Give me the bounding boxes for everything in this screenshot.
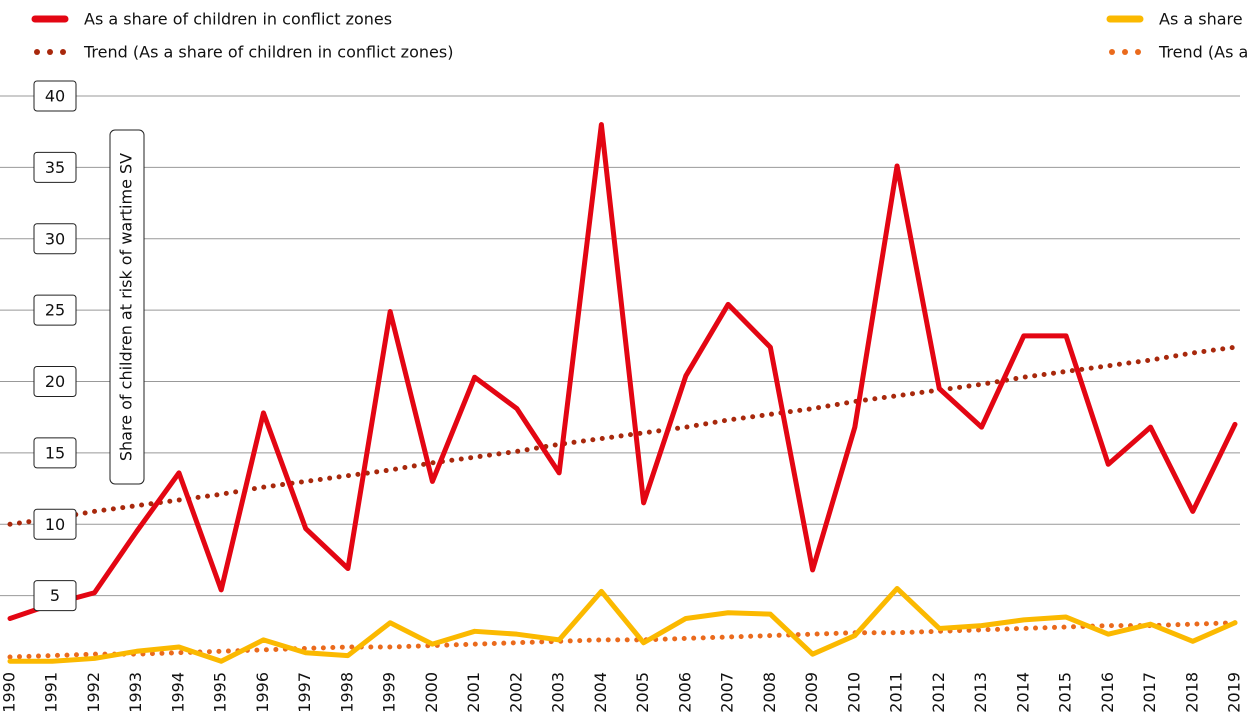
legend-swatch <box>34 49 40 55</box>
x-tick-label: 1991 <box>42 672 61 713</box>
legend-swatch <box>60 49 66 55</box>
x-tick-label: 2013 <box>971 672 990 713</box>
y-axis-title: Share of children at risk of wartime SV <box>117 153 136 461</box>
legend-label: As a share of all children in the world <box>1159 10 1247 29</box>
x-tick-label: 2009 <box>802 672 821 713</box>
x-tick-label: 2002 <box>506 672 525 713</box>
y-tick-box <box>33 437 77 469</box>
x-tick-label: 2000 <box>422 672 441 713</box>
y-tick-label: 20 <box>45 372 65 391</box>
x-tick-label: 2014 <box>1013 672 1032 713</box>
x-tick-label: 1996 <box>253 672 272 713</box>
series-line <box>7 585 1238 664</box>
series-line <box>7 344 1238 527</box>
x-tick-label: 2012 <box>929 672 948 713</box>
series-line <box>7 122 1238 621</box>
grid <box>0 95 1240 597</box>
x-tick-label: 1999 <box>380 672 399 713</box>
y-tick-label: 10 <box>45 515 65 534</box>
y-tick-box <box>33 223 77 255</box>
x-tick-label: 1997 <box>295 672 314 713</box>
x-tick-label: 2003 <box>549 672 568 713</box>
x-tick-label: 1992 <box>84 672 103 713</box>
x-tick-label: 2016 <box>1098 672 1117 713</box>
legend-swatch <box>1109 49 1115 55</box>
x-tick-label: 2006 <box>675 672 694 713</box>
legend-item: Trend (As a share of children in conflic… <box>34 43 453 62</box>
y-title-box <box>109 129 145 485</box>
x-tick-label: 2017 <box>1140 672 1159 713</box>
legend-swatch <box>1135 49 1141 55</box>
x-tick-label: 2005 <box>633 672 652 713</box>
legend-swatch <box>47 49 53 55</box>
legend-label: Trend (As a share of children in conflic… <box>83 43 453 62</box>
x-tick-label: 2011 <box>887 672 906 713</box>
x-tick-label: 2018 <box>1182 672 1201 713</box>
lines <box>7 122 1238 664</box>
x-tick-label: 2010 <box>844 672 863 713</box>
y-tick-label: 35 <box>45 158 65 177</box>
y-tick-label: 15 <box>45 443 65 462</box>
y-tick-box <box>33 580 77 612</box>
y-tick-label: 30 <box>45 229 65 248</box>
x-tick-label: 1990 <box>0 672 19 713</box>
x-tick-label: 1998 <box>337 672 356 713</box>
x-tick-label: 1993 <box>126 672 145 713</box>
legend-item: Trend (As a share of all children in the… <box>1109 43 1247 62</box>
y-tick-label: 5 <box>50 586 60 605</box>
x-tick-label: 2008 <box>760 672 779 713</box>
x-tick-label: 2019 <box>1225 672 1244 713</box>
x-tick-label: 1994 <box>168 672 187 713</box>
y-tick-box <box>33 294 77 326</box>
labels: 5 10 15 20 25 30 35 40 1990 1991 1992 1993 1994 1995 1… <box>0 80 1244 713</box>
y-tick-box <box>33 80 77 112</box>
x-tick-label: 1995 <box>211 672 230 713</box>
x-tick-label: 2004 <box>591 672 610 713</box>
y-tick-label: 40 <box>45 87 65 106</box>
legend-swatch <box>1122 49 1128 55</box>
x-tick-label: 2007 <box>718 672 737 713</box>
legend-item: As a share of all children in the world <box>1106 10 1247 29</box>
y-tick-box <box>33 151 77 183</box>
legend-item: As a share of children in conflict zones <box>31 10 392 29</box>
y-tick-box <box>33 508 77 540</box>
y-tick-label: 25 <box>45 301 65 320</box>
x-tick-label: 2015 <box>1056 672 1075 713</box>
legend-label: Trend (As a share of all children in the… <box>1158 43 1247 62</box>
x-tick-label: 2001 <box>464 672 483 713</box>
y-tick-box <box>33 366 77 397</box>
legend-label: As a share of children in conflict zones <box>84 10 392 29</box>
